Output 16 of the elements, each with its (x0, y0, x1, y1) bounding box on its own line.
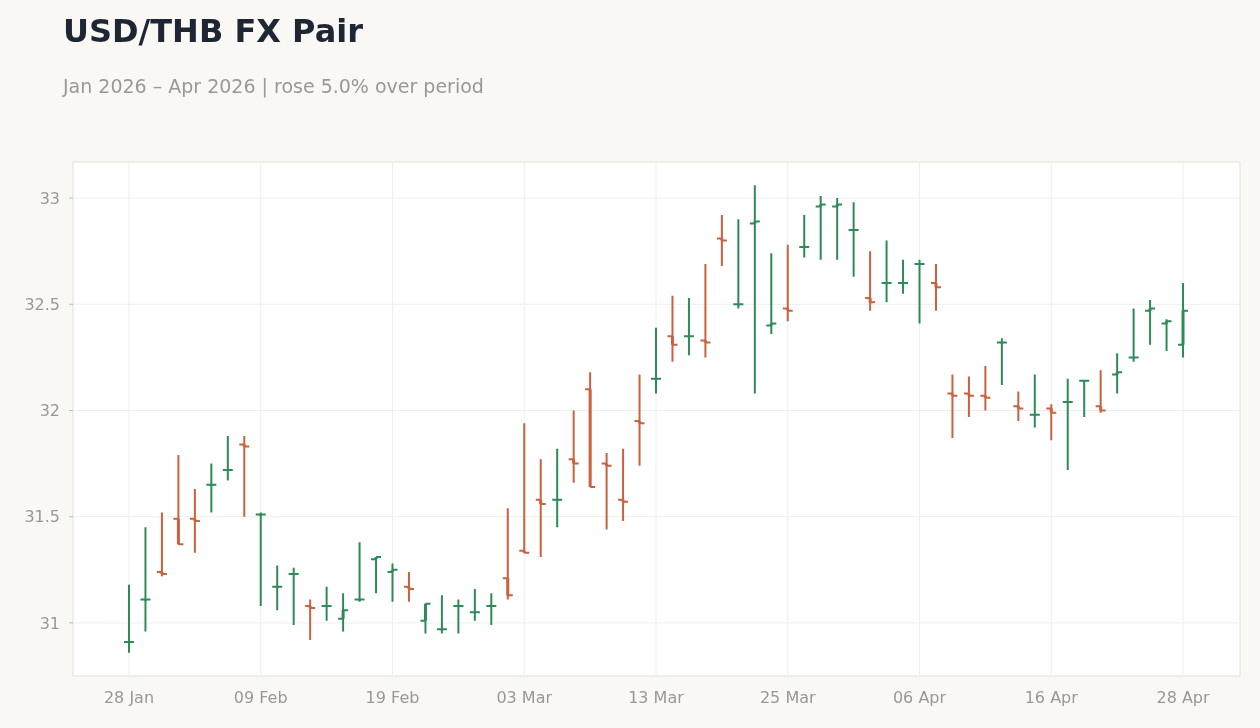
y-tick-label: 31.5 (24, 507, 60, 527)
x-tick-label: 03 Mar (496, 688, 553, 707)
x-tick-label: 19 Feb (365, 688, 420, 707)
x-tick-label: 13 Mar (628, 688, 685, 707)
x-tick-label: 06 Apr (892, 688, 947, 707)
chart-subtitle: Jan 2026 – Apr 2026 | rose 5.0% over period (62, 75, 484, 98)
x-tick-label: 09 Feb (233, 688, 288, 707)
x-tick-label: 25 Mar (759, 688, 816, 707)
x-tick-label: 28 Jan (103, 688, 155, 707)
y-tick-label: 31 (39, 613, 60, 633)
x-tick-label: 16 Apr (1024, 688, 1079, 707)
x-tick-label: 28 Apr (1156, 688, 1210, 707)
y-tick-label: 32.5 (24, 294, 60, 314)
chart-title: USD/THB FX Pair (63, 12, 364, 50)
y-tick-label: 32 (39, 401, 60, 421)
y-tick-label: 33 (39, 188, 60, 208)
